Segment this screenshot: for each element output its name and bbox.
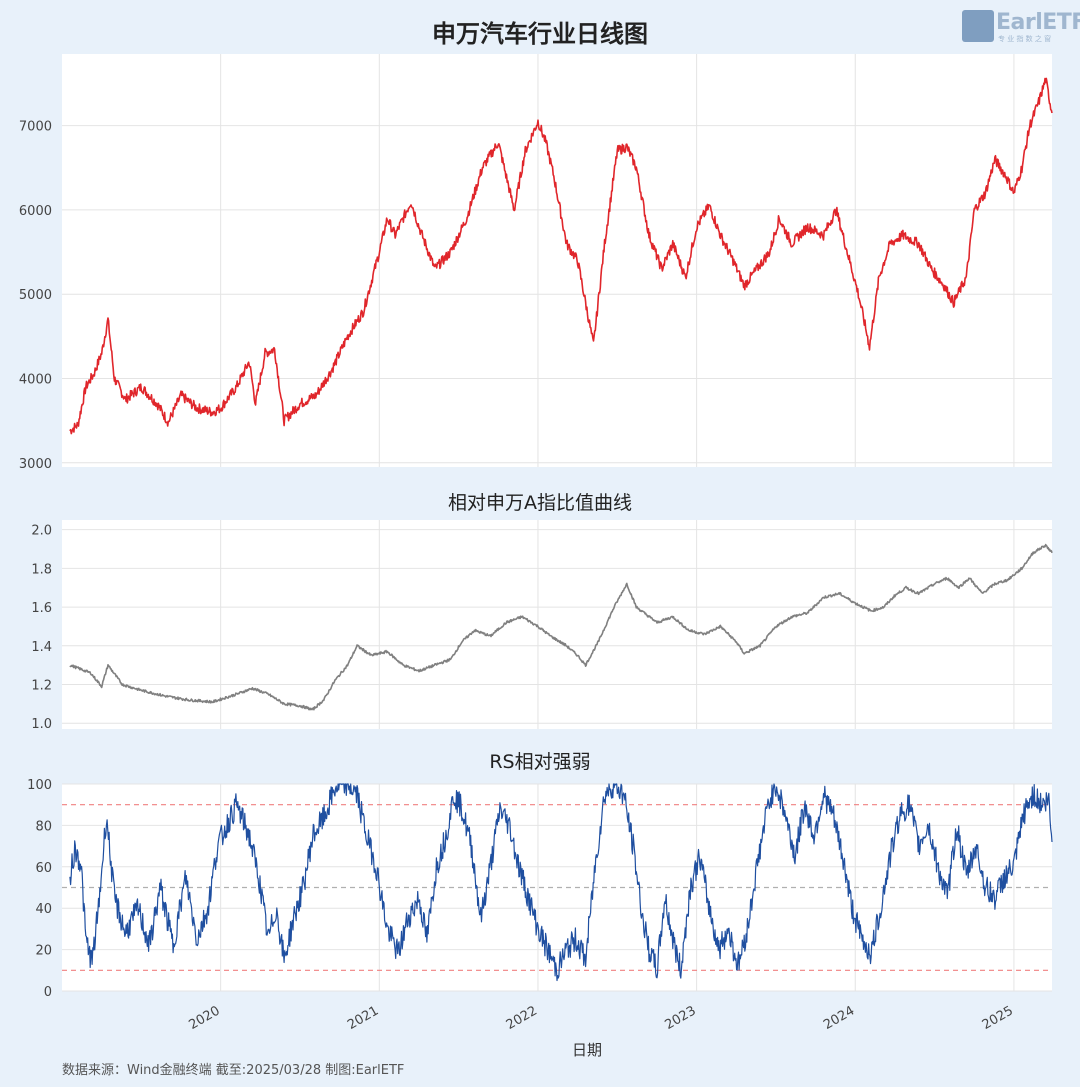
- x-tick-label: 2022: [504, 1003, 540, 1033]
- y-tick-label: 1.6: [31, 601, 52, 616]
- x-tick-label: 2025: [980, 1003, 1016, 1033]
- y-tick-label: 4000: [19, 373, 52, 388]
- x-tick-label: 2024: [821, 1003, 857, 1033]
- y-tick-label: 1.8: [31, 562, 52, 577]
- x-tick-label: 2020: [186, 1003, 222, 1033]
- y-tick-label: 100: [27, 778, 52, 793]
- earletf-logo: EarlETF 专 业 指 数 之 窗: [962, 10, 1080, 44]
- series-line-3: [69, 783, 1053, 982]
- x-tick-label: 2023: [662, 1003, 698, 1033]
- chart-title-ratio: 相对申万A指比值曲线: [448, 492, 632, 514]
- logo-text: EarlETF: [996, 10, 1080, 35]
- plot-area-1: [62, 54, 1052, 467]
- plot-area-2: [62, 520, 1052, 729]
- y-tick-label: 3000: [19, 457, 52, 472]
- series-line-1: [69, 77, 1053, 435]
- y-tick-label: 20: [35, 944, 52, 959]
- y-tick-label: 40: [35, 902, 52, 917]
- logo-mark-icon: [962, 10, 994, 42]
- chart-title-main: 申万汽车行业日线图: [432, 20, 648, 48]
- y-tick-label: 1.2: [31, 678, 52, 693]
- source-footer: 数据来源：Wind金融终端 截至:2025/03/28 制图:EarlETF: [62, 1063, 405, 1078]
- y-tick-label: 0: [44, 985, 52, 1000]
- y-tick-label: 7000: [19, 120, 52, 135]
- y-tick-label: 1.0: [31, 717, 52, 732]
- y-tick-label: 5000: [19, 288, 52, 303]
- series-line-2: [69, 543, 1053, 711]
- logo-tagline: 专 业 指 数 之 窗: [998, 35, 1052, 43]
- x-tick-label: 2021: [345, 1003, 381, 1033]
- y-tick-label: 1.4: [31, 640, 52, 655]
- y-tick-label: 60: [35, 861, 52, 876]
- y-tick-label: 80: [35, 819, 52, 834]
- y-tick-label: 6000: [19, 204, 52, 219]
- y-tick-label: 2.0: [31, 524, 52, 539]
- chart-title-rs: RS相对强弱: [489, 751, 591, 773]
- x-axis-label: 日期: [572, 1041, 602, 1059]
